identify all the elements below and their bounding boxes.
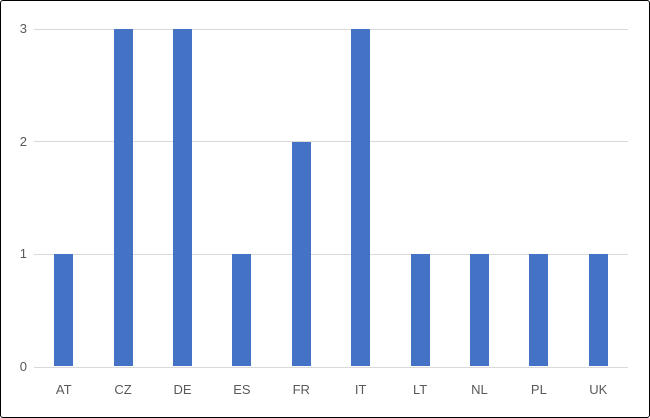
- x-axis-category-label: ES: [233, 382, 251, 397]
- bar-DE: [173, 29, 192, 366]
- y-axis-tick-label: 2: [19, 133, 27, 149]
- bar-CZ: [113, 29, 133, 366]
- bar-AT: [54, 254, 74, 366]
- x-axis-category-label: UK: [589, 382, 608, 397]
- x-axis-category-label: AT: [55, 382, 72, 397]
- x-axis-category-label: IT: [354, 382, 367, 397]
- x-axis-category-label: CZ: [114, 382, 132, 397]
- gridline: [34, 28, 628, 30]
- y-axis-tick-label: 3: [19, 21, 27, 36]
- bar-UK: [588, 254, 608, 366]
- x-axis-category-label: FR: [292, 382, 310, 397]
- bar-PL: [529, 254, 549, 366]
- bar-LT: [410, 254, 430, 366]
- gridline: [34, 141, 628, 143]
- bar-IT: [351, 29, 371, 366]
- x-axis-category-label: LT: [412, 382, 428, 397]
- x-axis-category-label: PL: [530, 382, 547, 397]
- bar-NL: [470, 254, 489, 366]
- x-axis-line: [34, 366, 628, 368]
- gridline: [34, 253, 628, 255]
- y-axis-tick-label: 1: [19, 246, 27, 262]
- plot-area: AT CZ DE ES FR IT LT NL PL UK: [34, 28, 628, 397]
- x-axis-category-label: DE: [173, 382, 192, 397]
- bar-FR: [291, 141, 311, 366]
- y-axis-tick-label: 0: [19, 359, 27, 374]
- bar-ES: [232, 254, 252, 366]
- x-axis-category-label: NL: [471, 382, 488, 397]
